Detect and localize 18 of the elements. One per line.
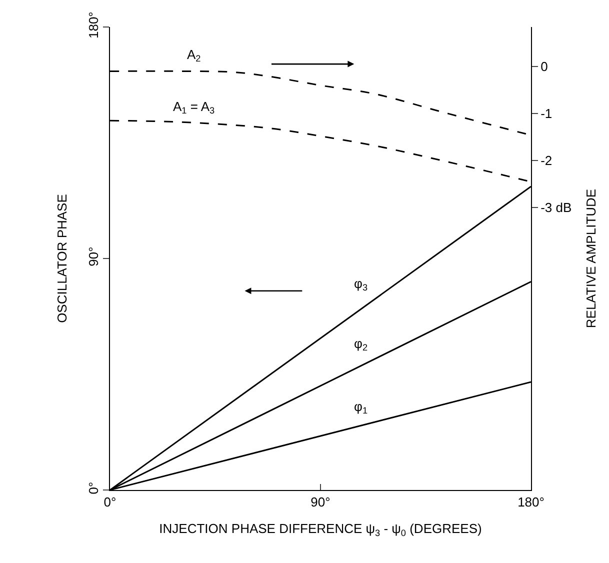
x-tick-label: 180° [518, 494, 544, 510]
x-axis-title: INJECTION PHASE DIFFERENCE ψ$_{3}$ - ψ$_{0}$ (DEGREES) [159, 521, 482, 538]
y2-tick-label: -2 [540, 153, 552, 168]
series-label: φ$_{1}$ [354, 399, 368, 416]
series-label: A$_{2}$ [187, 47, 201, 64]
y-tick-label: 180° [86, 12, 101, 38]
y2-tick-label: 0 [540, 59, 548, 74]
y2-tick-label: -1 [540, 106, 552, 122]
series-label: A$_{1}$ = A$_{3}$ [173, 99, 215, 116]
y-tick-label: 0° [86, 482, 101, 494]
x-tick-label: 0° [104, 494, 116, 510]
x-tick-label: 90° [310, 494, 330, 510]
series-label: φ$_{3}$ [354, 276, 368, 293]
y2-axis-title: RELATIVE AMPLITUDE [583, 188, 598, 328]
y2-tick-label: -3 dB [540, 200, 572, 216]
y-tick-label: 90° [86, 246, 101, 266]
series-label: φ$_{2}$ [354, 336, 368, 353]
y-axis-title: OSCILLATOR PHASE [54, 194, 70, 323]
